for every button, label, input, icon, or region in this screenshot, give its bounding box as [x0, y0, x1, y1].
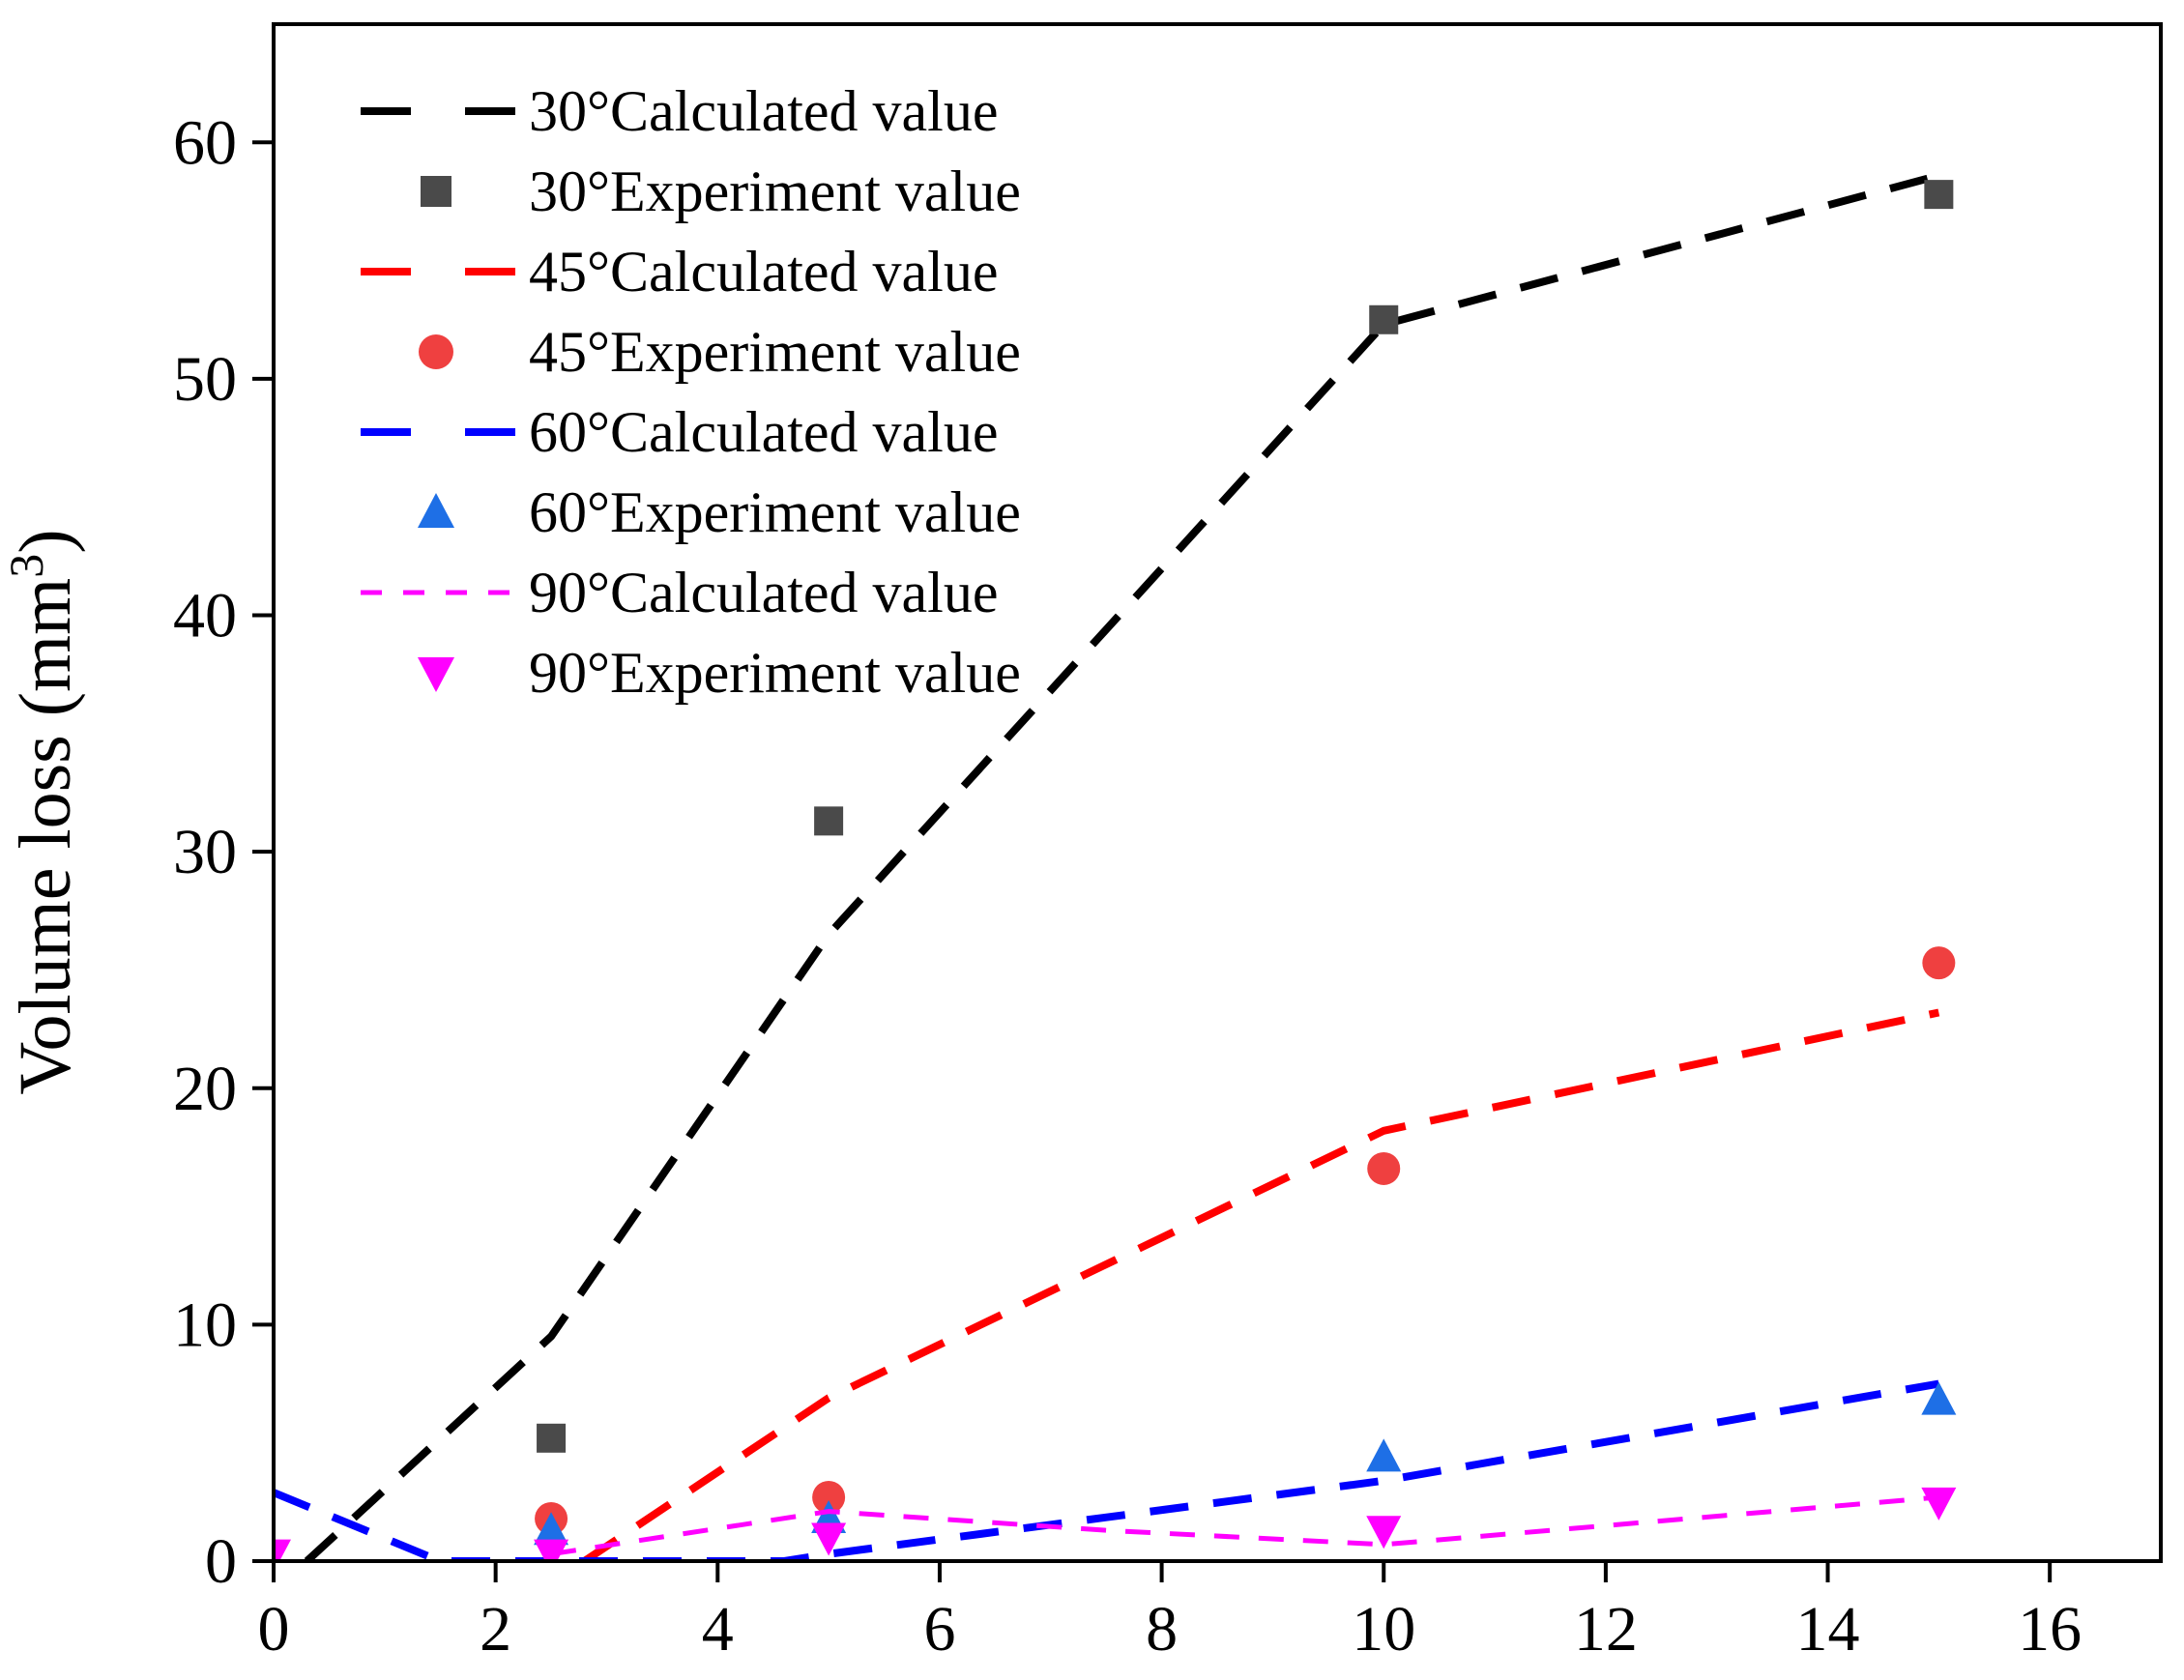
y-tick-label-50: 50	[173, 344, 237, 415]
legend-swatch-4	[419, 334, 453, 369]
series-1	[304, 171, 1940, 1561]
plot-area-frame	[272, 22, 2163, 1563]
x-tick-label-14: 14	[1796, 1594, 1860, 1665]
legend-item-2: 30°Experiment value	[421, 159, 1021, 223]
legend-item-5: 60°Calculated value	[361, 400, 998, 464]
series-layer	[274, 171, 1957, 1561]
series-6-point-1	[534, 1512, 569, 1546]
y-tick-label-10: 10	[173, 1289, 237, 1360]
series-8-point-4	[1366, 1516, 1402, 1550]
x-tick-label-12: 12	[1574, 1594, 1638, 1665]
legend-item-1: 30°Calculated value	[361, 79, 998, 143]
series-line-3	[582, 1008, 1940, 1561]
legend-label-8: 90°Experiment value	[529, 641, 1021, 705]
series-4-point-4	[1922, 946, 1956, 980]
series-2-point-2	[814, 806, 844, 836]
series-8-point-3	[811, 1522, 847, 1556]
series-5	[274, 1379, 1940, 1561]
series-2	[537, 180, 1954, 1453]
x-tick-label-2: 2	[480, 1594, 511, 1665]
legend-label-7: 90°Calculated value	[529, 561, 998, 624]
series-2-point-4	[1924, 180, 1954, 210]
x-tick-label-6: 6	[923, 1594, 955, 1665]
series-6-point-4	[1921, 1381, 1957, 1415]
legend: 30°Calculated value 30°Experiment value 45…	[361, 79, 1021, 705]
series-4-point-3	[1367, 1151, 1401, 1185]
series-4-point-2	[812, 1480, 846, 1514]
series-6	[534, 1381, 1957, 1546]
legend-swatch-8	[418, 657, 454, 692]
x-tick-label-0: 0	[258, 1594, 290, 1665]
y-axis-title-superscript: 3	[0, 554, 53, 578]
y-tick-label-20: 20	[173, 1054, 237, 1124]
series-8-point-1	[274, 1539, 291, 1561]
series-8-point-5	[1921, 1487, 1957, 1521]
x-tick-label-8: 8	[1146, 1594, 1178, 1665]
series-4	[535, 946, 1956, 1535]
y-tick-label-0: 0	[205, 1526, 237, 1597]
series-8	[274, 1487, 1957, 1561]
series-2-point-3	[1369, 304, 1399, 334]
series-3	[582, 1008, 1940, 1561]
legend-item-6: 60°Experiment value	[418, 480, 1021, 544]
axes-layer: 0 2 4 6 8 10 12 14 16 0 10 20 30 40 50 60	[173, 107, 2082, 1665]
series-line-5	[274, 1379, 1940, 1561]
legend-label-4: 45°Experiment value	[529, 320, 1021, 384]
series-8-point-2	[534, 1539, 569, 1561]
series-2-point-1	[537, 1423, 567, 1453]
legend-label-2: 30°Experiment value	[529, 159, 1021, 223]
y-axis-title-close: )	[5, 529, 86, 553]
series-line-1	[304, 171, 1940, 1561]
legend-label-6: 60°Experiment value	[529, 480, 1021, 544]
legend-item-3: 45°Calculated value	[361, 240, 998, 304]
series-7	[550, 1494, 1939, 1557]
series-6-point-3	[1366, 1438, 1402, 1472]
y-axis-title-text: Volume loss (mm	[5, 578, 86, 1095]
legend-label-5: 60°Calculated value	[529, 400, 998, 464]
x-tick-label-4: 4	[702, 1594, 734, 1665]
legend-item-8: 90°Experiment value	[418, 641, 1021, 705]
legend-swatch-2	[421, 176, 451, 207]
legend-label-1: 30°Calculated value	[529, 79, 998, 143]
y-tick-label-40: 40	[173, 581, 237, 652]
y-tick-label-60: 60	[173, 107, 237, 178]
legend-label-3: 45°Calculated value	[529, 240, 998, 304]
series-line-7	[550, 1494, 1939, 1557]
legend-item-4: 45°Experiment value	[419, 320, 1021, 384]
y-axis-title: Volume loss (mm3)	[0, 529, 86, 1094]
y-tick-label-30: 30	[173, 817, 237, 887]
legend-swatch-6	[418, 493, 454, 528]
legend-item-7: 90°Calculated value	[361, 561, 998, 624]
x-tick-label-10: 10	[1352, 1594, 1415, 1665]
x-tick-label-16: 16	[2018, 1594, 2082, 1665]
